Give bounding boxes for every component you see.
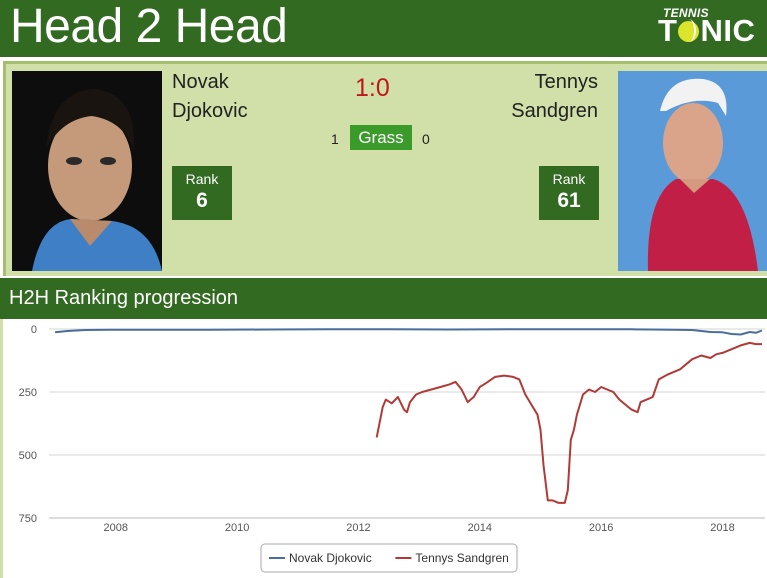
- rank-label: Rank: [185, 171, 219, 187]
- x-tick-label: 2012: [346, 522, 370, 534]
- match-panel: Novak Djokovic Tennys Sandgren 1:0 1 Gra…: [3, 61, 767, 276]
- page-title: Head 2 Head: [10, 0, 288, 53]
- h2h-score: 1:0: [355, 74, 390, 102]
- rank-box-left: Rank 6: [172, 166, 232, 220]
- legend-label[interactable]: Novak Djokovic: [289, 551, 372, 565]
- x-tick-label: 2008: [104, 522, 128, 534]
- surface-wins-right: 0: [422, 131, 430, 147]
- player-right-photo[interactable]: [618, 71, 767, 271]
- ranking-chart: 0 250 500 750 2008 2010 2012 2014 2016 2018 Novak …: [0, 319, 767, 578]
- rank-value: 61: [557, 189, 581, 212]
- logo-big-text: T NIC: [658, 13, 756, 48]
- player-left-name[interactable]: Novak Djokovic: [172, 71, 248, 122]
- y-tick-label: 500: [19, 450, 37, 462]
- y-tick-label: 0: [31, 324, 37, 336]
- header-bar: Head 2 Head TENNIS T NIC: [0, 0, 767, 57]
- y-tick-label: 250: [19, 387, 37, 399]
- rank-value: 6: [196, 189, 208, 212]
- x-tick-label: 2014: [468, 522, 492, 534]
- legend-box: [260, 543, 518, 573]
- y-tick-label: 750: [19, 513, 37, 525]
- series-line-1: [54, 328, 763, 336]
- legend-label[interactable]: Tennys Sandgren: [415, 551, 508, 565]
- surface-wins-left: 1: [331, 131, 339, 147]
- player-left-photo[interactable]: [12, 71, 162, 271]
- x-tick-label: 2016: [589, 522, 613, 534]
- rank-box-right: Rank 61: [539, 166, 599, 220]
- logo-small-text: TENNIS: [663, 6, 709, 20]
- tennis-ball-icon: [678, 19, 700, 42]
- x-tick-label: 2018: [710, 522, 734, 534]
- ranking-chart-svg: 0 250 500 750 2008 2010 2012 2014 2016 2018 Novak …: [19, 324, 765, 573]
- x-tick-label: 2010: [225, 522, 249, 534]
- chart-legend[interactable]: Novak Djokovic Tennys Sandgren: [260, 543, 518, 573]
- surface-badge: Grass: [350, 125, 412, 150]
- ranking-section-header: H2H Ranking progression: [0, 278, 767, 319]
- series-line-2: [375, 341, 762, 504]
- section-title: H2H Ranking progression: [9, 287, 239, 309]
- rank-label: Rank: [552, 171, 586, 187]
- player-right-name[interactable]: Tennys Sandgren: [511, 71, 598, 122]
- tennis-tonic-logo[interactable]: TENNIS T NIC: [658, 6, 762, 48]
